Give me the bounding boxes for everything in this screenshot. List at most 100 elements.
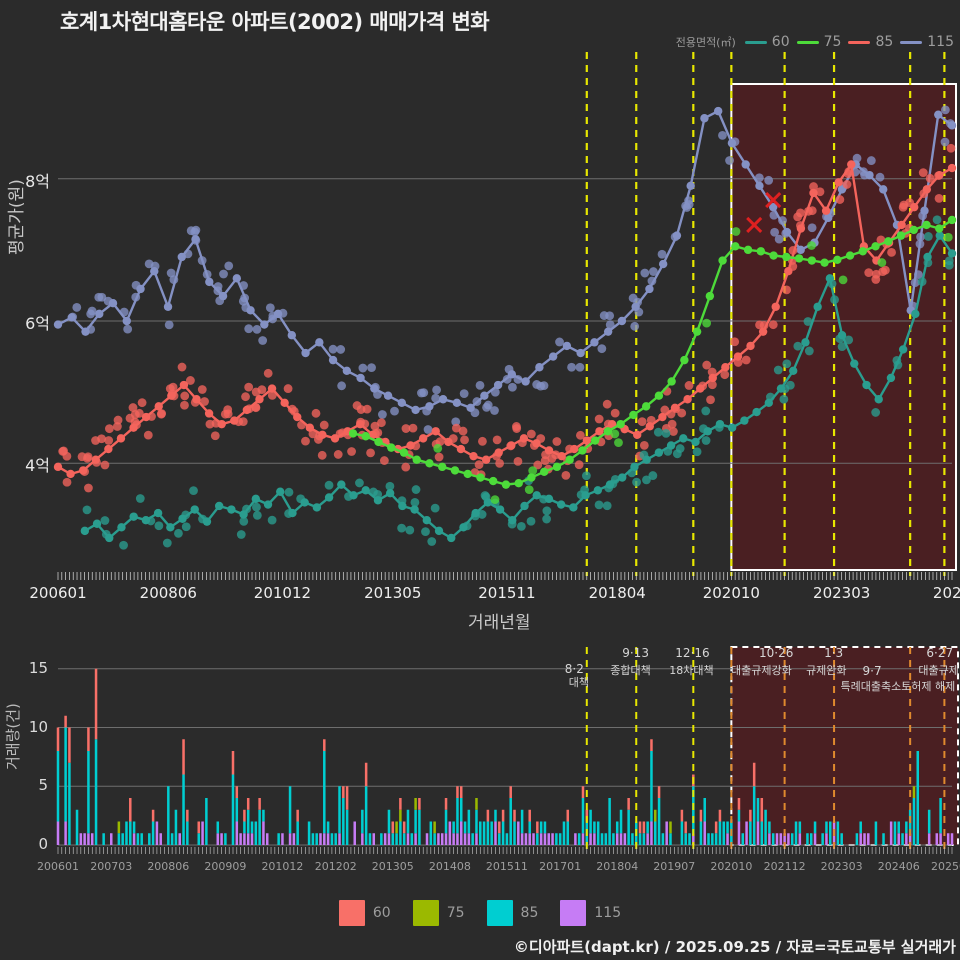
- volume-bar: [243, 833, 246, 845]
- volume-bar: [927, 809, 931, 834]
- policy-annotation-date: 10·26: [759, 646, 794, 660]
- volume-bar: [452, 821, 455, 834]
- volume-bar: [608, 798, 611, 845]
- volume-bar: [863, 833, 866, 845]
- legend-item-60[interactable]: 60: [744, 34, 790, 50]
- legend-item-115[interactable]: 115: [900, 34, 954, 50]
- policy-annotation-date: 1·3: [824, 646, 844, 660]
- price-y-tick: 6억: [25, 314, 50, 333]
- volume-bar: [741, 833, 745, 845]
- volume-bar: [475, 833, 478, 845]
- price-x-tick: 201511: [478, 584, 536, 602]
- volume-bar: [64, 821, 67, 845]
- volume-bar: [68, 762, 71, 845]
- volume-bar: [323, 751, 326, 834]
- volume-bar: [186, 809, 189, 822]
- volume-bar: [627, 809, 630, 845]
- volume-bar: [246, 798, 250, 810]
- volume-highlight-region: [730, 646, 960, 846]
- volume-legend-label-60: 60: [372, 905, 391, 921]
- price-x-tick: 201804: [588, 584, 646, 602]
- volume-bar: [939, 798, 942, 834]
- volume-bar: [258, 809, 261, 845]
- policy-annotation-text: 18차대책: [669, 664, 714, 677]
- volume-bar: [338, 833, 341, 845]
- volume-bar: [364, 786, 368, 845]
- volume-bar: [912, 786, 916, 798]
- volume-bar: [547, 833, 551, 845]
- volume-bar: [764, 809, 767, 845]
- volume-bar: [132, 821, 136, 834]
- price-x-axis-label: 거래년월: [468, 613, 531, 633]
- volume-bar: [399, 809, 402, 822]
- volume-bar: [456, 833, 459, 845]
- policy-annotation-text: 토허제 해제: [901, 680, 956, 693]
- volume-bar: [117, 821, 121, 834]
- volume-bar: [711, 833, 714, 845]
- volume-x-tick: 202303: [820, 860, 863, 873]
- volume-bar: [768, 821, 771, 834]
- price-x-tick: 202303: [813, 584, 871, 602]
- volume-bar: [246, 809, 250, 834]
- volume-bar: [83, 833, 86, 845]
- volume-legend-item-75[interactable]: 75: [412, 900, 465, 926]
- volume-bar: [783, 833, 786, 845]
- volume-bar: [391, 821, 395, 834]
- volume-bar: [631, 833, 634, 845]
- volume-bar: [505, 833, 509, 845]
- volume-x-tick: 200909: [204, 860, 247, 873]
- volume-bar: [749, 809, 752, 822]
- volume-bar: [528, 821, 531, 834]
- legend-item-75[interactable]: 75: [796, 34, 842, 50]
- volume-bar: [912, 798, 916, 845]
- volume-bar: [94, 739, 98, 845]
- volume-x-tick: 202010: [710, 860, 753, 873]
- volume-bar: [593, 833, 596, 845]
- volume-bar: [726, 821, 729, 834]
- volume-bar: [536, 833, 539, 845]
- volume-bar: [950, 833, 954, 845]
- footer-credit: ©디아파트(dapt.kr) / 2025.09.25 / 자료=국토교통부 실…: [513, 938, 956, 956]
- volume-bar: [517, 821, 520, 845]
- page-title: 호계1차현대홈타운 아파트(2002) 매매가격 변화: [60, 10, 490, 34]
- volume-bar: [669, 833, 672, 845]
- volume-bar: [182, 774, 185, 845]
- volume-bar: [338, 786, 341, 834]
- volume-bar: [718, 809, 722, 822]
- volume-bar: [205, 798, 208, 845]
- volume-bar: [296, 821, 299, 845]
- volume-bar: [680, 809, 684, 822]
- volume-bar: [395, 821, 398, 834]
- volume-bar: [315, 833, 318, 845]
- volume-bar: [638, 821, 642, 834]
- volume-legend-item-85[interactable]: 85: [486, 900, 538, 926]
- volume-bar: [323, 833, 326, 845]
- volume-bar: [737, 809, 741, 822]
- volume-bar: [243, 821, 246, 834]
- volume-bar: [699, 809, 703, 822]
- volume-bar: [361, 809, 364, 834]
- volume-bar: [170, 833, 174, 845]
- volume-y-tick: 5: [38, 776, 48, 795]
- volume-bar: [231, 751, 235, 775]
- price-scatter-60: [82, 215, 954, 550]
- volume-legend-item-60[interactable]: 60: [338, 900, 391, 926]
- volume-x-tick: 201511: [485, 860, 528, 873]
- volume-bar: [155, 821, 159, 845]
- volume-bar: [665, 821, 668, 845]
- volume-legend-item-115[interactable]: 115: [560, 900, 621, 926]
- volume-bar: [414, 798, 417, 810]
- volume-bar: [353, 821, 356, 845]
- volume-bar: [604, 833, 608, 845]
- volume-bar: [775, 833, 779, 845]
- volume-bar: [501, 809, 505, 822]
- volume-bar: [201, 821, 204, 845]
- volume-bar: [756, 798, 760, 822]
- volume-bar: [905, 821, 908, 834]
- price-x-marker: [746, 216, 763, 234]
- volume-bar: [916, 751, 920, 845]
- legend-item-85[interactable]: 85: [848, 34, 893, 50]
- legend-label-75: 75: [823, 34, 842, 50]
- volume-bar: [79, 833, 83, 845]
- volume-bar: [771, 833, 775, 845]
